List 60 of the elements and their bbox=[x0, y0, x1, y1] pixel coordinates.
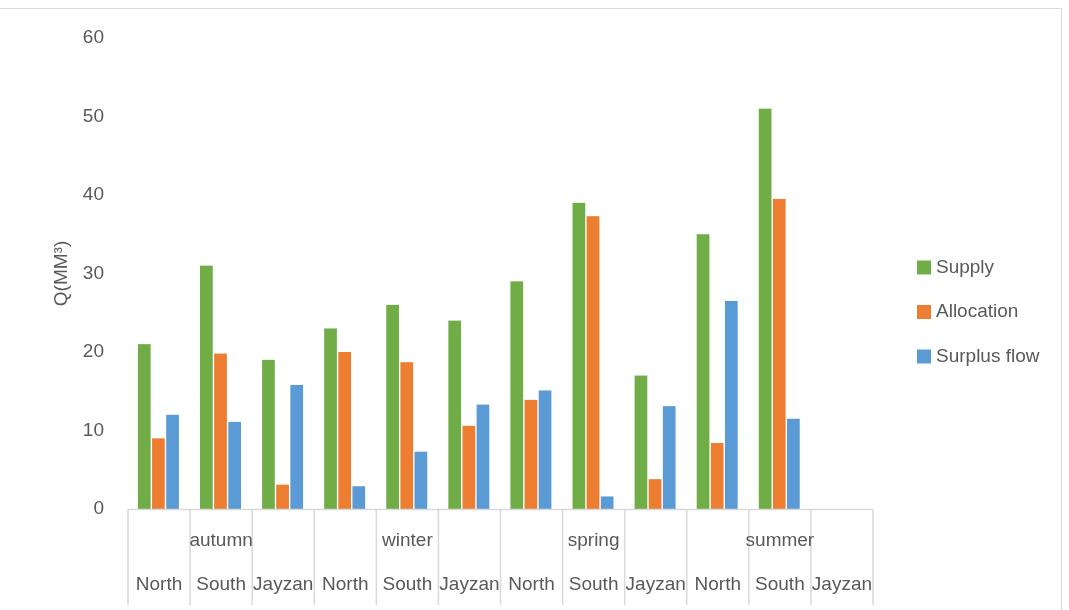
y-axis-title: Q(MM³) bbox=[50, 240, 72, 307]
y-tick-label: 60 bbox=[82, 26, 104, 48]
y-tick-label: 20 bbox=[82, 340, 104, 362]
bar bbox=[476, 404, 490, 509]
bar bbox=[772, 198, 786, 509]
x-tick-label: Jayzan bbox=[811, 573, 873, 595]
bar bbox=[200, 265, 213, 509]
x-tick-label: Jayzan bbox=[253, 573, 314, 595]
bar bbox=[696, 234, 710, 509]
bar bbox=[290, 384, 304, 509]
x-tick-label: South bbox=[755, 573, 805, 595]
legend-label: Allocation bbox=[936, 300, 1019, 322]
y-tick-label: 40 bbox=[82, 183, 104, 205]
bar bbox=[352, 486, 366, 509]
bar bbox=[648, 479, 662, 509]
bar bbox=[152, 438, 165, 509]
bar bbox=[586, 216, 600, 509]
bar bbox=[214, 353, 227, 509]
bar bbox=[524, 399, 538, 509]
legend-label: Surplus flow bbox=[936, 344, 1040, 366]
x-tick-label: Jayzan bbox=[625, 573, 686, 595]
x-tick-label: North bbox=[508, 573, 555, 595]
bar bbox=[414, 451, 428, 509]
bar bbox=[710, 443, 724, 509]
x-tick-label: North bbox=[135, 573, 183, 595]
x-tick-label: South bbox=[196, 573, 246, 595]
text: spring bbox=[567, 529, 620, 551]
x-tick-label: South bbox=[568, 573, 619, 595]
bar bbox=[448, 320, 462, 509]
y-tick-label: 10 bbox=[82, 418, 104, 440]
bar bbox=[276, 484, 289, 509]
bar bbox=[462, 425, 476, 509]
x-tick-label: South bbox=[382, 573, 433, 595]
bar bbox=[137, 344, 151, 509]
bar bbox=[538, 390, 552, 509]
bar bbox=[166, 414, 179, 509]
x-tick-label: Jayzan bbox=[439, 573, 500, 595]
legend-label: Supply bbox=[936, 255, 995, 277]
bar bbox=[662, 406, 676, 509]
y-tick-label: 30 bbox=[82, 261, 104, 283]
bar bbox=[787, 418, 800, 509]
y-tick-label: 50 bbox=[82, 104, 104, 126]
x-tick-label: North bbox=[694, 573, 742, 595]
bar bbox=[634, 375, 648, 509]
text: summer bbox=[745, 529, 815, 551]
bar bbox=[262, 359, 275, 509]
bar bbox=[338, 352, 352, 509]
y-tick-label: 0 bbox=[93, 497, 104, 519]
bar bbox=[386, 304, 399, 509]
text: winter bbox=[381, 529, 434, 551]
bar bbox=[400, 362, 414, 509]
x-tick-label: North bbox=[322, 573, 369, 595]
bar bbox=[228, 421, 241, 509]
bar bbox=[724, 300, 738, 509]
bar bbox=[572, 202, 586, 509]
bar bbox=[510, 281, 524, 509]
bar bbox=[758, 108, 772, 509]
bar bbox=[600, 496, 614, 509]
bar bbox=[324, 328, 337, 509]
text: autumn bbox=[189, 529, 253, 551]
